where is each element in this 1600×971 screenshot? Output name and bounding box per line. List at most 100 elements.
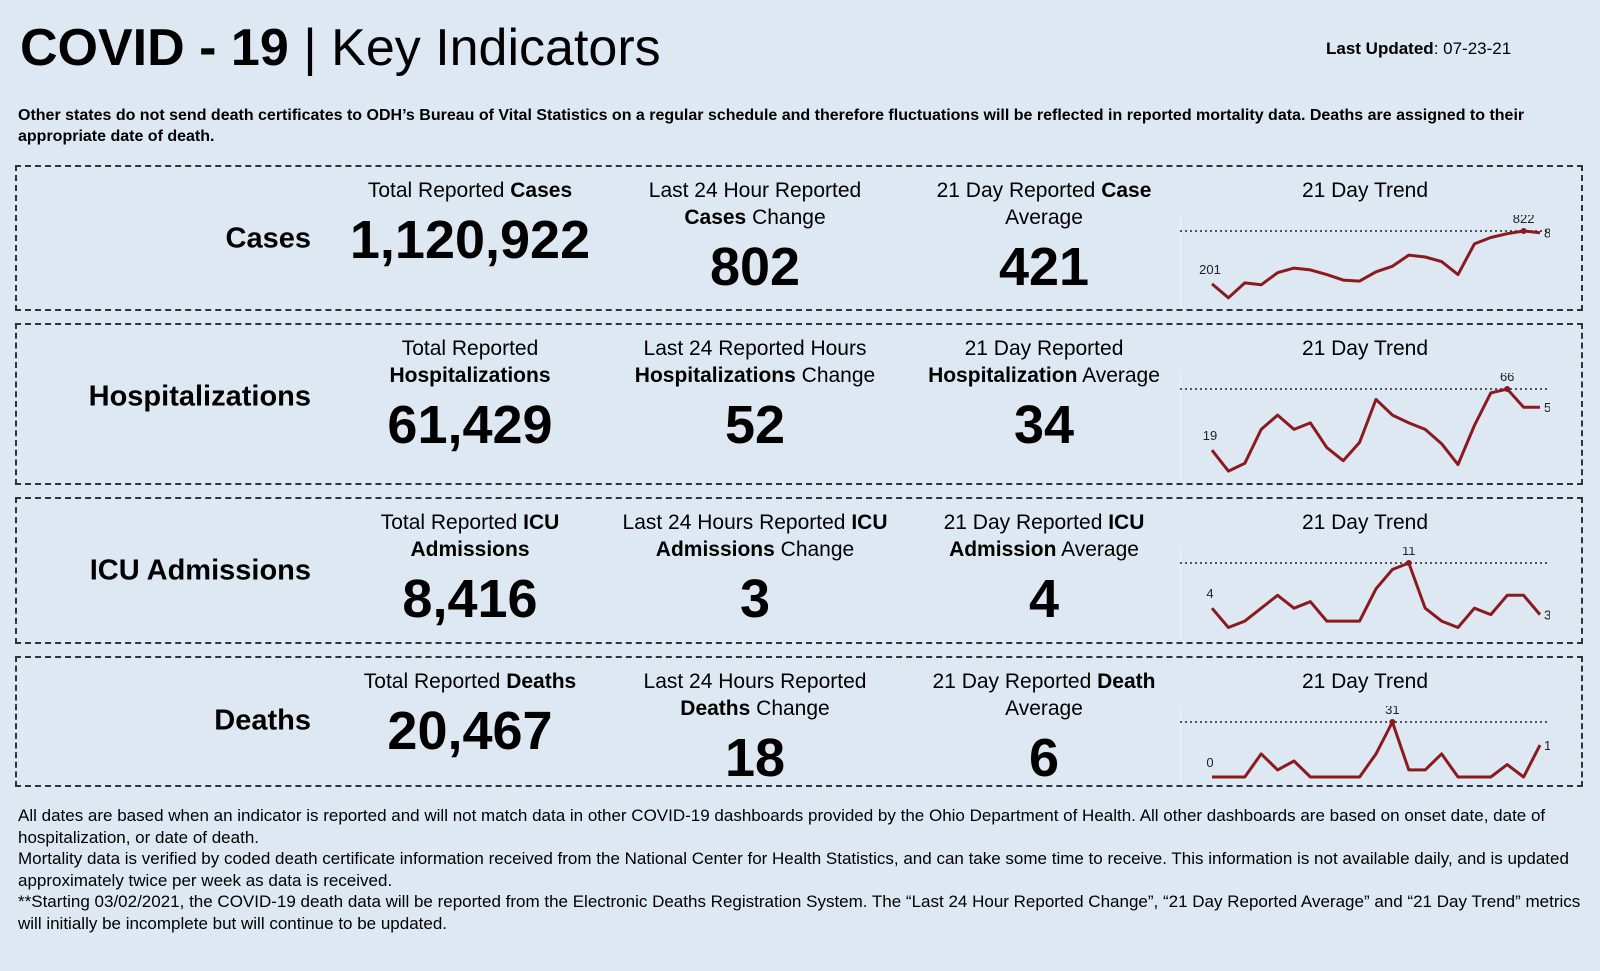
trend-title: 21 Day Trend — [1301, 670, 1429, 693]
metric: Last 24 Hours Reported Deaths Change 18 — [615, 668, 895, 790]
point-label: 52 — [1544, 400, 1550, 415]
metric-value: 3 — [739, 569, 771, 629]
metric-value: 802 — [709, 237, 801, 297]
trend-title: 21 Day Trend — [1301, 179, 1429, 202]
metric-heading: 21 Day Reported Death Average — [904, 668, 1184, 722]
heading-segment: Hospitalization — [928, 364, 1078, 387]
point-label: 201 — [1199, 262, 1221, 277]
heading-segment: Total Reported — [380, 511, 524, 534]
metric-heading: Last 24 Hours Reported Deaths Change — [615, 668, 895, 722]
metric-value: 6 — [1028, 728, 1060, 788]
metric-heading: Total Reported Deaths — [330, 668, 610, 695]
point-label: 3 — [1544, 608, 1550, 623]
indicator-row: Hospitalizations Total Reported Hospitali… — [15, 323, 1583, 485]
metric-value: 61,429 — [387, 395, 553, 455]
footer-paragraph: Mortality data is verified by coded deat… — [18, 849, 1569, 890]
heading-segment: Death — [1097, 670, 1156, 693]
heading-segment: Average — [1077, 364, 1160, 387]
sparkline: 19 66 52 — [1180, 373, 1550, 481]
heading-segment: Last 24 Hours Reported — [622, 511, 852, 534]
heading-segment: 21 Day Reported — [932, 670, 1098, 693]
metric-value: 8,416 — [402, 569, 538, 629]
trend-line — [1210, 387, 1540, 473]
sparkline: 201 822 802 — [1180, 215, 1550, 307]
heading-segment: ICU Admission — [949, 511, 1145, 561]
heading-segment: Hospitalizations — [634, 364, 796, 387]
heading-segment: Hospitalizations — [389, 364, 551, 387]
metric-heading: Total Reported ICU Admissions — [330, 509, 610, 563]
metric: Total Reported Cases 1,120,922 — [330, 177, 610, 272]
point-label: 802 — [1544, 226, 1550, 241]
metric-heading: 21 Day Reported Case Average — [904, 177, 1184, 231]
metric: Total Reported ICU Admissions 8,416 — [330, 509, 610, 631]
heading-segment: Average — [1005, 206, 1083, 229]
sparkline: 0 31 18 — [1180, 706, 1550, 783]
metric-heading: 21 Day Reported ICU Admission Average — [904, 509, 1184, 563]
heading-segment: 21 Day Reported — [943, 511, 1109, 534]
metric-heading: Last 24 Hour Reported Cases Change — [615, 177, 895, 231]
heading-segment: Change — [774, 538, 855, 561]
point-label: 11 — [1402, 547, 1416, 558]
trend-title: 21 Day Trend — [1301, 511, 1429, 534]
heading-segment: Total Reported — [401, 337, 539, 360]
title-bold: COVID - 19 — [20, 19, 289, 77]
title-rest: | Key Indicators — [303, 19, 661, 77]
updated-label: Last Updated — [1326, 39, 1434, 58]
heading-segment: ICU Admissions — [410, 511, 560, 561]
metric-heading: Total Reported Hospitalizations — [330, 335, 610, 389]
title: COVID - 19 | Key Indicators — [20, 18, 661, 78]
metric-heading: Total Reported Cases — [330, 177, 610, 204]
heading-segment: Change — [795, 364, 876, 387]
point-label: 66 — [1500, 373, 1514, 384]
point-label: 4 — [1206, 586, 1213, 601]
indicator-row: Deaths Total Reported Deaths 20,467 Last 24… — [15, 656, 1583, 790]
sparkline: 4 11 3 — [1180, 547, 1550, 640]
heading-segment: Average — [1005, 697, 1083, 720]
heading-segment: Deaths — [506, 670, 577, 693]
metric: Last 24 Hour Reported Cases Change 802 — [615, 177, 895, 299]
trend-line — [1212, 720, 1542, 779]
metric-value: 18 — [724, 728, 786, 788]
metric-heading: Last 24 Hours Reported ICU Admissions Ch… — [615, 509, 895, 563]
point-label: 31 — [1385, 706, 1399, 717]
metric: 21 Day Reported Death Average 6 — [904, 668, 1184, 790]
metric-heading: Last 24 Reported Hours Hospitalizations … — [615, 335, 895, 389]
max-point — [1405, 560, 1412, 566]
metric-value: 34 — [1013, 395, 1075, 455]
heading-segment: Change — [746, 206, 826, 229]
indicator-row: ICU Admissions Total Reported ICU Admissi… — [15, 497, 1583, 644]
metric: Last 24 Reported Hours Hospitalizations … — [615, 335, 895, 457]
heading-segment: Total Reported — [363, 670, 507, 693]
row-label: Hospitalizations — [88, 380, 311, 413]
max-point — [1504, 386, 1511, 392]
row-label: ICU Admissions — [89, 554, 311, 587]
metric: Last 24 Hours Reported ICU Admissions Ch… — [615, 509, 895, 631]
point-label: 822 — [1513, 215, 1535, 226]
heading-segment: 21 Day Reported — [936, 179, 1102, 202]
heading-segment: Last 24 Hour Reported — [648, 179, 862, 202]
footer-paragraph: All dates are based when an indicator is… — [18, 806, 1546, 847]
point-label: 18 — [1544, 738, 1550, 753]
metric-value: 4 — [1028, 569, 1060, 629]
metric: 21 Day Reported ICU Admission Average 4 — [904, 509, 1184, 631]
heading-segment: 21 Day Reported — [964, 337, 1124, 360]
heading-segment: ICU Admissions — [655, 511, 888, 561]
trend-line — [1211, 229, 1541, 300]
updated-value: : 07-23-21 — [1433, 39, 1512, 58]
footer-paragraph: **Starting 03/02/2021, the COVID-19 deat… — [18, 892, 1581, 933]
heading-segment: Change — [750, 697, 830, 720]
heading-segment: Case — [1101, 179, 1152, 202]
trend-line — [1210, 561, 1542, 629]
metric: 21 Day Reported Hospitalization Average 3… — [904, 335, 1184, 457]
row-label: Deaths — [214, 704, 311, 737]
metric-heading: 21 Day Reported Hospitalization Average — [904, 335, 1184, 389]
metric-value: 20,467 — [387, 701, 553, 761]
metric-value: 52 — [724, 395, 786, 455]
row-label: Cases — [225, 222, 311, 255]
heading-segment: Last 24 Hours Reported — [643, 670, 867, 693]
heading-segment: Last 24 Reported Hours — [643, 337, 867, 360]
trend-title: 21 Day Trend — [1301, 337, 1429, 360]
metric-value: 1,120,922 — [349, 210, 591, 270]
heading-segment: Deaths — [680, 697, 751, 720]
